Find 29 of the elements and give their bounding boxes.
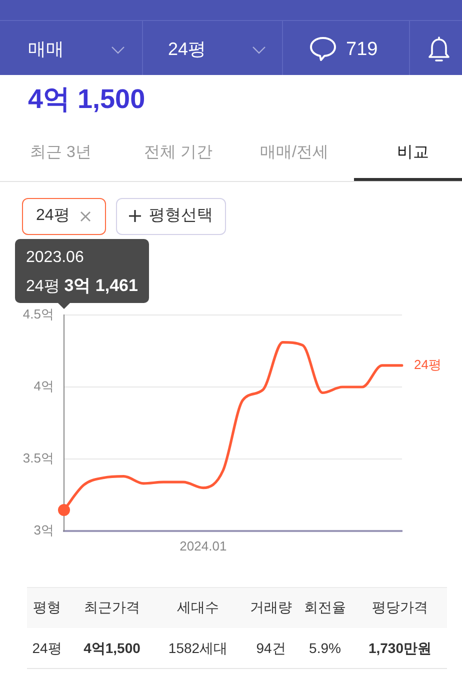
text: 최근 3년 <box>30 144 92 161</box>
text: 매매 <box>28 39 64 59</box>
chart-title: 4억 1,500 <box>28 84 146 114</box>
tooltip: 2023.06 24평 3억 1,461 <box>15 239 149 309</box>
text: 1582세대 <box>167 640 229 656</box>
text: 4억1,500 <box>82 640 142 656</box>
y-tick-label: 4.5억 <box>22 306 54 322</box>
text: 매매/전세 <box>260 144 328 161</box>
y-tick-label: 4억 <box>34 378 54 394</box>
y-tick-label: 3억 <box>34 522 54 538</box>
text: 비교 <box>397 144 429 161</box>
text: 24평 <box>168 39 206 59</box>
text: 최근가격 <box>83 599 141 615</box>
text: 회전율 <box>303 599 347 615</box>
y-tick-label: 3.5억 <box>22 450 54 466</box>
text: 전체 기간 <box>144 144 212 161</box>
x-tick-label: 2024.01 <box>180 538 227 554</box>
text: 1,730만원 <box>367 640 433 656</box>
text: 94건 <box>255 640 287 656</box>
text: 거래량 <box>249 599 293 615</box>
series-label: 24평 <box>414 356 442 372</box>
text: 24평 <box>36 207 70 224</box>
text: 719 <box>346 39 378 60</box>
text: 5.9% <box>308 640 342 656</box>
text: 세대수 <box>176 599 220 615</box>
text: 평당가격 <box>371 599 429 615</box>
text: 평형 <box>32 599 62 615</box>
text: 24평 <box>31 640 63 656</box>
text: 평형선택 <box>149 207 213 224</box>
